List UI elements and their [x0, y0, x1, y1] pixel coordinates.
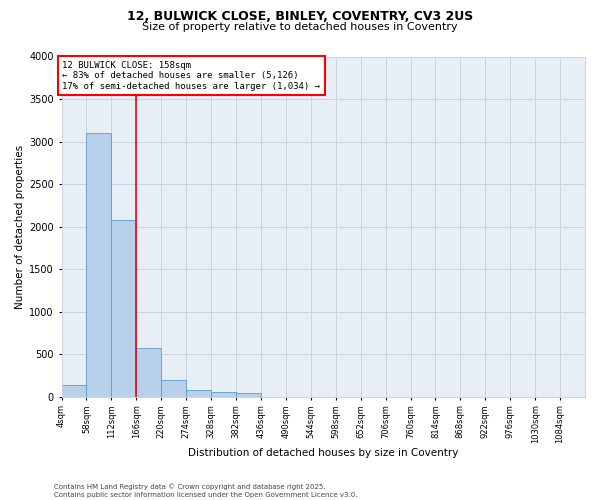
Bar	[112, 220, 136, 396]
Y-axis label: Number of detached properties: Number of detached properties	[15, 144, 25, 308]
Bar	[136, 348, 161, 397]
Text: 12, BULWICK CLOSE, BINLEY, COVENTRY, CV3 2US: 12, BULWICK CLOSE, BINLEY, COVENTRY, CV3…	[127, 10, 473, 23]
Text: Contains HM Land Registry data © Crown copyright and database right 2025.
Contai: Contains HM Land Registry data © Crown c…	[54, 484, 358, 498]
Bar	[161, 380, 186, 396]
Bar	[186, 390, 211, 396]
Bar	[86, 133, 112, 396]
Bar	[236, 394, 261, 396]
Bar	[211, 392, 236, 396]
Bar	[62, 385, 86, 396]
X-axis label: Distribution of detached houses by size in Coventry: Distribution of detached houses by size …	[188, 448, 458, 458]
Text: 12 BULWICK CLOSE: 158sqm
← 83% of detached houses are smaller (5,126)
17% of sem: 12 BULWICK CLOSE: 158sqm ← 83% of detach…	[62, 61, 320, 90]
Text: Size of property relative to detached houses in Coventry: Size of property relative to detached ho…	[142, 22, 458, 32]
